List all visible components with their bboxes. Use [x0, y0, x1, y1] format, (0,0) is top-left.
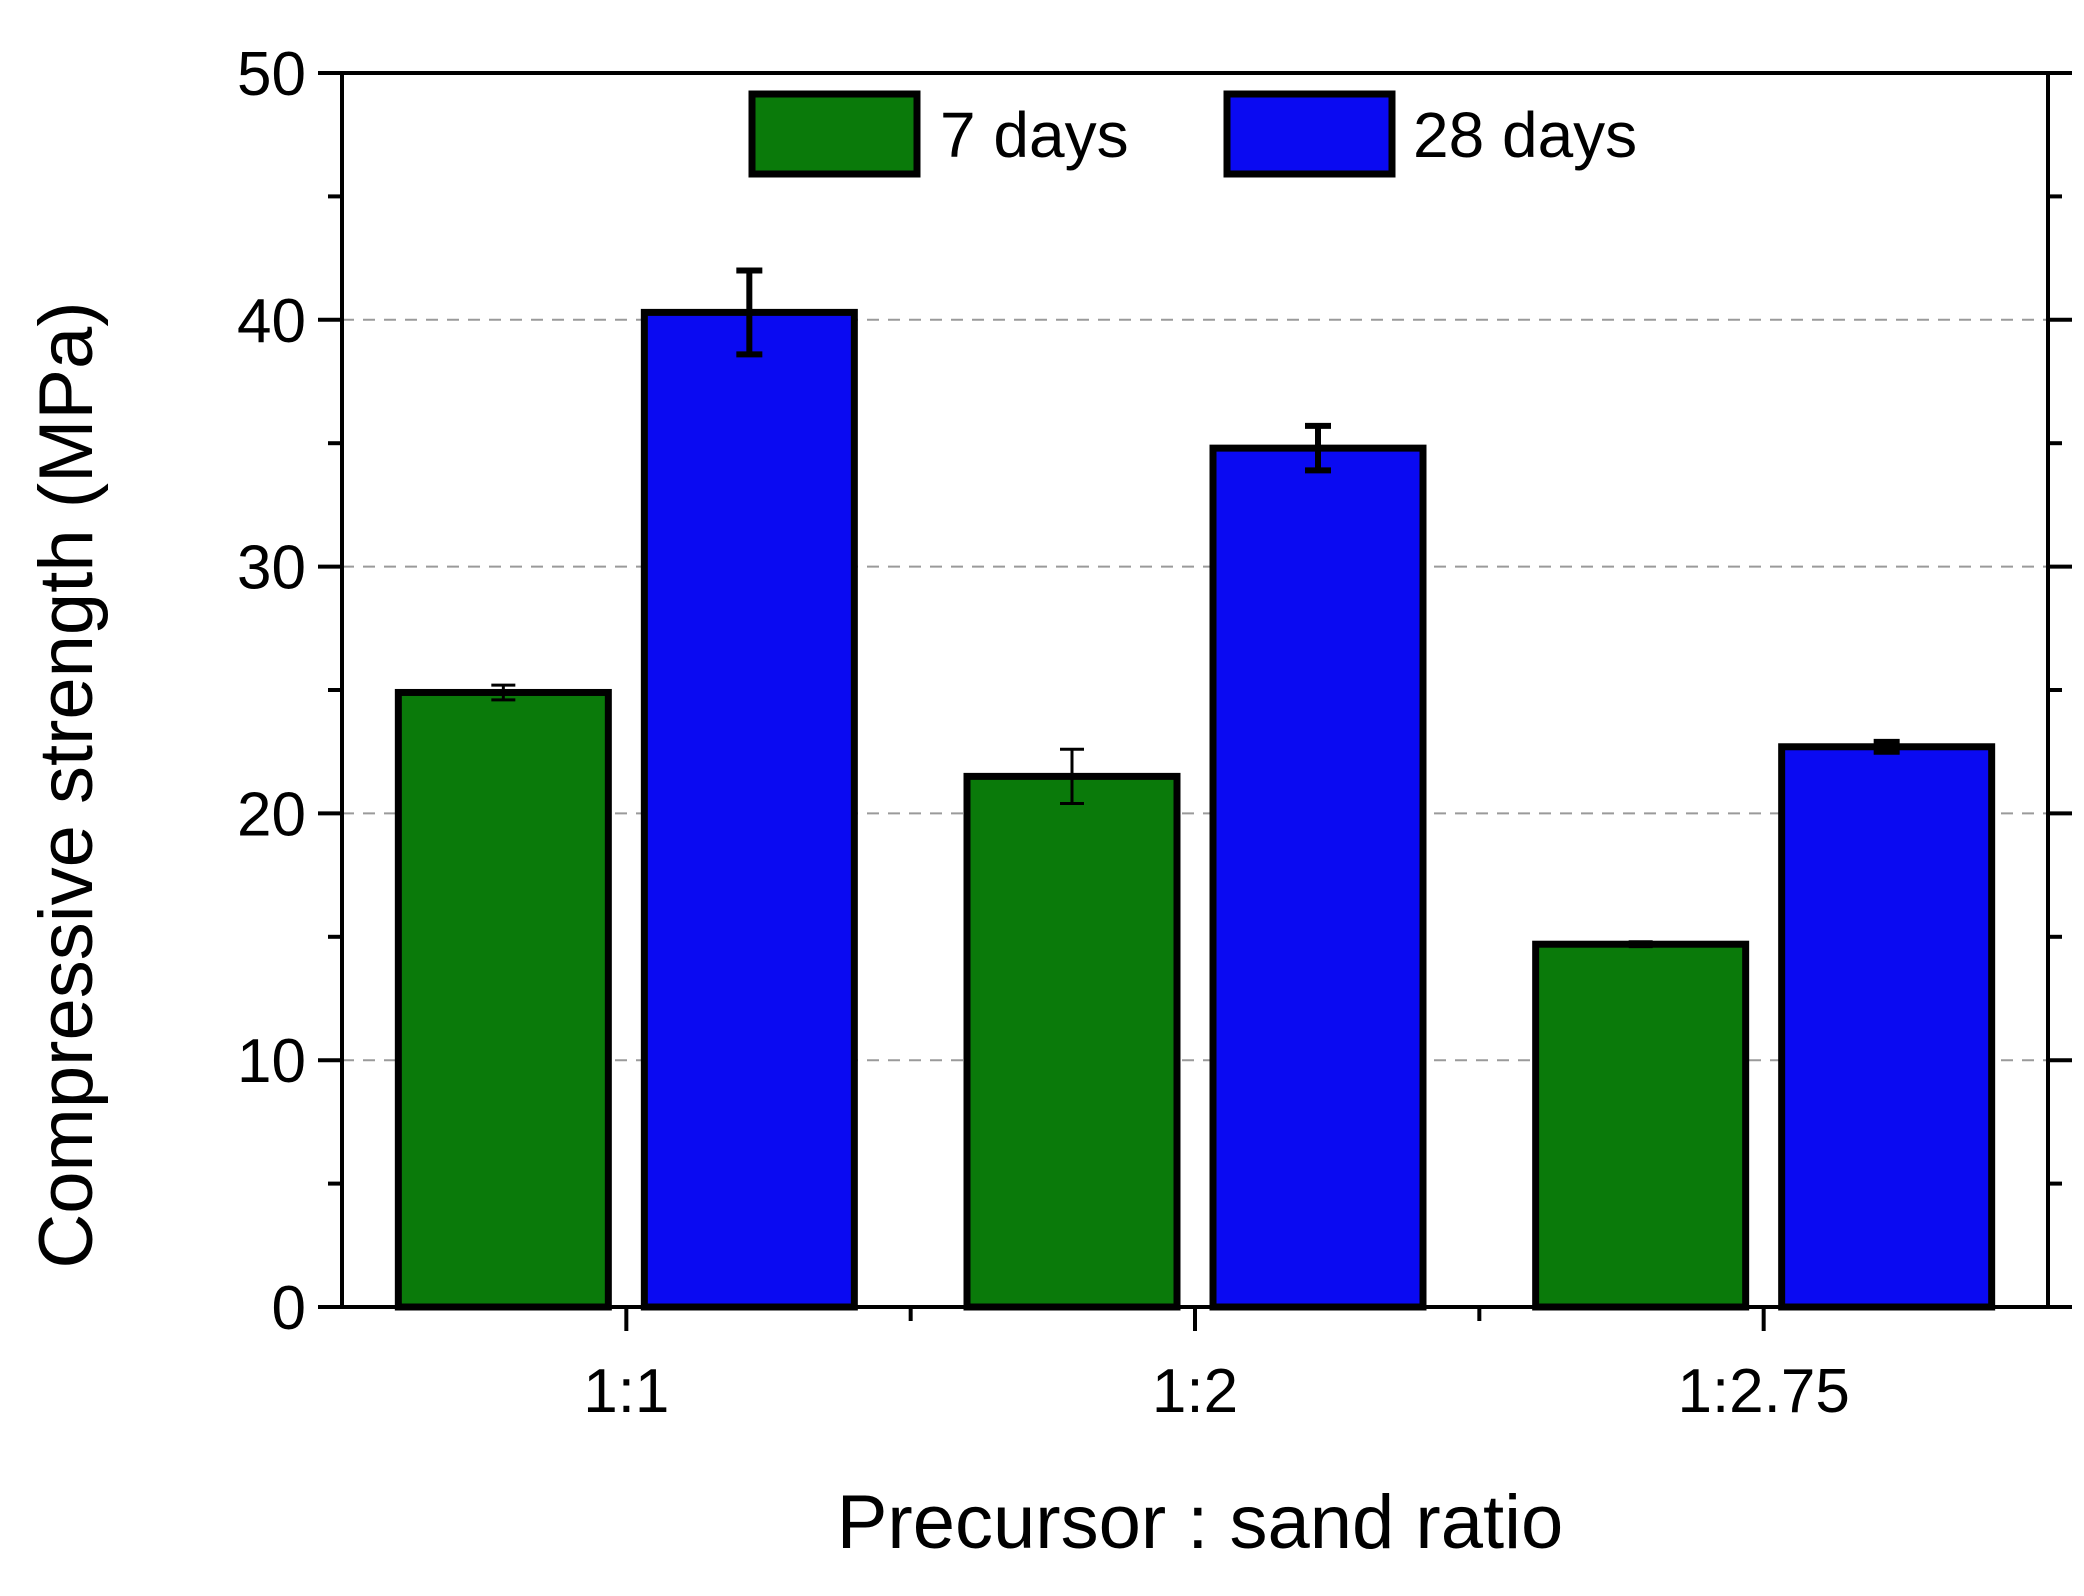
y-axis-title: Compressive strength (MPa) [24, 301, 109, 1268]
y-tick-label-20: 20 [237, 780, 306, 849]
bar-7-days-1:2.75 [1532, 940, 1750, 1311]
bar-28-days-1:2.75 [1778, 743, 1996, 1311]
error-bars [491, 267, 1900, 949]
bar-7-days-1:1 [394, 688, 612, 1311]
bar-7-days-1:2 [963, 772, 1181, 1311]
x-axis-title: Precursor : sand ratio [837, 1480, 1564, 1565]
x-tick-label-1:2.75: 1:2.75 [1677, 1357, 1849, 1426]
y-tick-label-10: 10 [237, 1027, 306, 1096]
y-tick-label-40: 40 [237, 287, 306, 356]
gridlines [342, 318, 2048, 1062]
x-tick-label-1:1: 1:1 [583, 1357, 669, 1426]
legend-swatch-7-days [748, 90, 921, 178]
axes [318, 71, 2072, 1331]
y-tick-label-50: 50 [237, 40, 306, 109]
x-tick-label-1:2: 1:2 [1152, 1357, 1238, 1426]
legend-label-28-days: 28 days [1413, 99, 1637, 171]
bar-28-days-1:1 [640, 308, 858, 1311]
tick-labels: 0 10 20 30 40 50 1:1 1:2 1:2.75 [237, 40, 1850, 1426]
y-tick-label-30: 30 [237, 534, 306, 603]
legend: 7 days 28 days [748, 90, 1637, 178]
legend-label-7-days: 7 days [940, 99, 1129, 171]
bar-28-days-1:2 [1209, 444, 1427, 1311]
y-tick-label-0: 0 [272, 1274, 306, 1343]
legend-swatch-28-days [1223, 90, 1396, 178]
bars [394, 308, 1996, 1311]
